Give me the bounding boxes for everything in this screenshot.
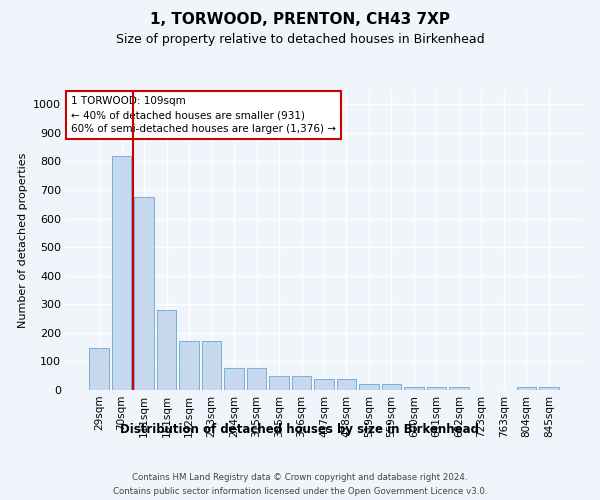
Bar (292, 376, 311, 390)
Text: Contains HM Land Registry data © Crown copyright and database right 2024.: Contains HM Land Registry data © Crown c… (132, 472, 468, 482)
Bar (247, 368, 266, 390)
Text: Contains public sector information licensed under the Open Government Licence v3: Contains public sector information licen… (113, 488, 487, 496)
Bar (404, 387, 424, 390)
Bar (157, 310, 176, 390)
Text: Size of property relative to detached houses in Birkenhead: Size of property relative to detached ho… (116, 32, 484, 46)
Bar (269, 376, 289, 390)
Y-axis label: Number of detached properties: Number of detached properties (17, 152, 28, 328)
Bar (112, 156, 131, 390)
Bar (314, 378, 334, 390)
Text: 1 TORWOOD: 109sqm
← 40% of detached houses are smaller (931)
60% of semi-detache: 1 TORWOOD: 109sqm ← 40% of detached hous… (71, 96, 336, 134)
Text: Distribution of detached houses by size in Birkenhead: Distribution of detached houses by size … (121, 422, 479, 436)
Bar (337, 378, 356, 390)
Bar (202, 341, 221, 390)
Bar (427, 387, 446, 390)
Bar (179, 341, 199, 390)
Bar (539, 387, 559, 390)
Bar (224, 368, 244, 390)
Text: 1, TORWOOD, PRENTON, CH43 7XP: 1, TORWOOD, PRENTON, CH43 7XP (150, 12, 450, 28)
Bar (449, 387, 469, 390)
Bar (359, 384, 379, 390)
Bar (517, 387, 536, 390)
Bar (382, 384, 401, 390)
Bar (89, 348, 109, 390)
Bar (134, 197, 154, 390)
